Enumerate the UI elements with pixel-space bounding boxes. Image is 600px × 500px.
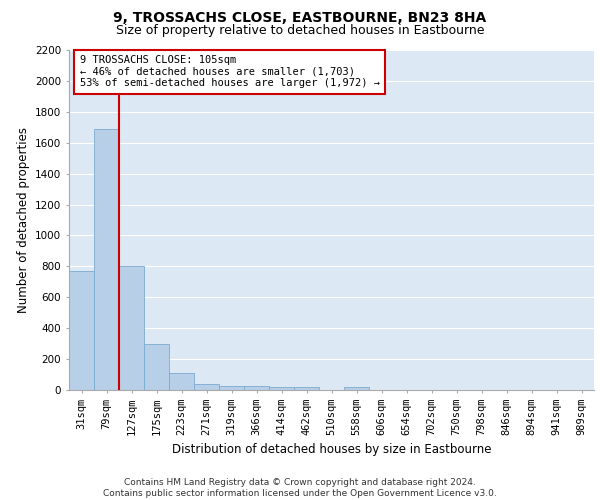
Bar [69,271,94,390]
Text: Contains HM Land Registry data © Crown copyright and database right 2024.
Contai: Contains HM Land Registry data © Crown c… [103,478,497,498]
Bar [194,384,219,390]
Bar [219,386,244,390]
Bar [169,373,194,390]
Text: Size of property relative to detached houses in Eastbourne: Size of property relative to detached ho… [116,24,484,37]
Bar [269,387,294,390]
Bar [144,344,169,390]
Bar [94,129,119,390]
Bar [119,266,144,390]
Text: 9, TROSSACHS CLOSE, EASTBOURNE, BN23 8HA: 9, TROSSACHS CLOSE, EASTBOURNE, BN23 8HA [113,11,487,25]
Bar [294,387,319,390]
X-axis label: Distribution of detached houses by size in Eastbourne: Distribution of detached houses by size … [172,444,491,456]
Text: 9 TROSSACHS CLOSE: 105sqm
← 46% of detached houses are smaller (1,703)
53% of se: 9 TROSSACHS CLOSE: 105sqm ← 46% of detac… [79,55,380,88]
Bar [344,387,369,390]
Y-axis label: Number of detached properties: Number of detached properties [17,127,29,313]
Bar [244,386,269,390]
